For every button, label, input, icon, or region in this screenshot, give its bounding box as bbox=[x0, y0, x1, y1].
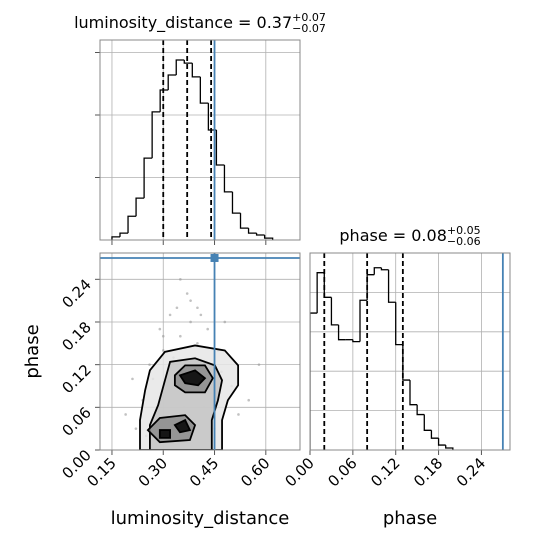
hist-step bbox=[175, 59, 185, 75]
hist-step bbox=[223, 165, 233, 193]
hist-step bbox=[316, 272, 325, 314]
sample-point bbox=[237, 413, 240, 416]
sample-point bbox=[131, 377, 134, 381]
hist-step bbox=[215, 130, 225, 166]
hist-step bbox=[323, 272, 332, 298]
y-tick-label: 0.06 bbox=[58, 403, 94, 439]
sample-point bbox=[189, 299, 192, 302]
sample-point bbox=[179, 334, 182, 338]
sample-point bbox=[179, 278, 182, 281]
hist-step bbox=[239, 213, 249, 229]
plot-area bbox=[100, 253, 300, 450]
truth-marker bbox=[210, 253, 219, 262]
hist-step bbox=[387, 269, 396, 303]
hist-step bbox=[135, 197, 145, 217]
hist-step bbox=[430, 430, 439, 439]
title-sup: +0.05 bbox=[447, 224, 481, 237]
y-tick-label: 0.18 bbox=[58, 318, 94, 354]
sample-point bbox=[199, 313, 203, 317]
panel-frame bbox=[99, 39, 301, 241]
hist-step bbox=[359, 299, 368, 342]
y-axis-label: phase bbox=[22, 324, 43, 378]
hist-step bbox=[143, 157, 153, 199]
hist-step bbox=[373, 267, 382, 275]
sample-point bbox=[175, 306, 179, 310]
hist-step bbox=[183, 60, 193, 64]
contour bbox=[173, 418, 192, 434]
sample-point bbox=[161, 349, 165, 352]
x-tick-label: 0.24 bbox=[453, 454, 489, 490]
hist-step bbox=[231, 191, 241, 214]
x-tick-label: 0.12 bbox=[367, 454, 403, 490]
hist-step bbox=[263, 235, 274, 240]
hist-step bbox=[159, 89, 169, 112]
hist-step bbox=[402, 344, 410, 381]
panel-title: luminosity_distance = 0.37 bbox=[74, 13, 292, 33]
hist-step bbox=[255, 233, 265, 236]
x-tick-label: 0.18 bbox=[410, 454, 446, 490]
sample-point bbox=[134, 427, 138, 430]
plot-area bbox=[310, 253, 510, 450]
hist-step bbox=[423, 414, 432, 431]
sample-point bbox=[185, 292, 189, 295]
hist-step bbox=[337, 324, 346, 341]
hist-step bbox=[310, 312, 318, 450]
hist-step bbox=[127, 215, 137, 234]
x-axis-label: phase bbox=[383, 508, 437, 529]
sample-point bbox=[247, 398, 251, 402]
title-sup: +0.07 bbox=[292, 11, 326, 24]
panel-frame bbox=[309, 252, 511, 451]
x-axis-label: luminosity_distance bbox=[111, 508, 290, 529]
sample-point bbox=[196, 306, 199, 310]
sample-point bbox=[223, 320, 227, 324]
hist-step bbox=[409, 380, 418, 406]
hist-step bbox=[380, 267, 389, 271]
hist-step bbox=[437, 438, 446, 446]
hist-step bbox=[111, 236, 120, 240]
x-tick-label: 0.45 bbox=[186, 454, 222, 490]
sample-point bbox=[158, 327, 162, 331]
hist-step bbox=[167, 74, 177, 90]
x-tick-label: 0.00 bbox=[281, 454, 317, 490]
hist-step bbox=[416, 404, 425, 416]
hist-step bbox=[445, 445, 454, 450]
plot-area bbox=[100, 40, 300, 240]
contour bbox=[158, 429, 171, 439]
hist-step bbox=[119, 232, 129, 237]
panel-title: phase = 0.08 bbox=[339, 226, 446, 245]
panel-frame bbox=[99, 252, 301, 451]
hist-step bbox=[352, 339, 360, 343]
hist-step bbox=[191, 63, 201, 78]
sample-point bbox=[206, 327, 209, 331]
hist-step bbox=[395, 302, 403, 346]
hist-step bbox=[151, 111, 161, 159]
sample-point bbox=[161, 334, 165, 338]
title-sub: −0.06 bbox=[447, 235, 481, 248]
x-tick-label: 0.06 bbox=[324, 454, 360, 490]
hist-step bbox=[330, 297, 339, 326]
x-tick-label: 0.60 bbox=[237, 454, 273, 490]
sample-point bbox=[189, 320, 192, 324]
sample-point bbox=[168, 313, 172, 317]
sample-point bbox=[124, 413, 127, 416]
hist-step bbox=[247, 228, 257, 234]
hist-step bbox=[366, 274, 375, 301]
title-sub: −0.07 bbox=[292, 22, 326, 35]
sample-point bbox=[257, 363, 261, 366]
y-tick-label: 0.24 bbox=[58, 275, 94, 311]
contour bbox=[178, 369, 207, 387]
y-tick-label: 0.12 bbox=[58, 361, 94, 397]
sample-point bbox=[196, 342, 199, 345]
x-tick-label: 0.30 bbox=[135, 454, 171, 490]
sample-point bbox=[148, 363, 151, 366]
hist-step bbox=[199, 76, 209, 104]
